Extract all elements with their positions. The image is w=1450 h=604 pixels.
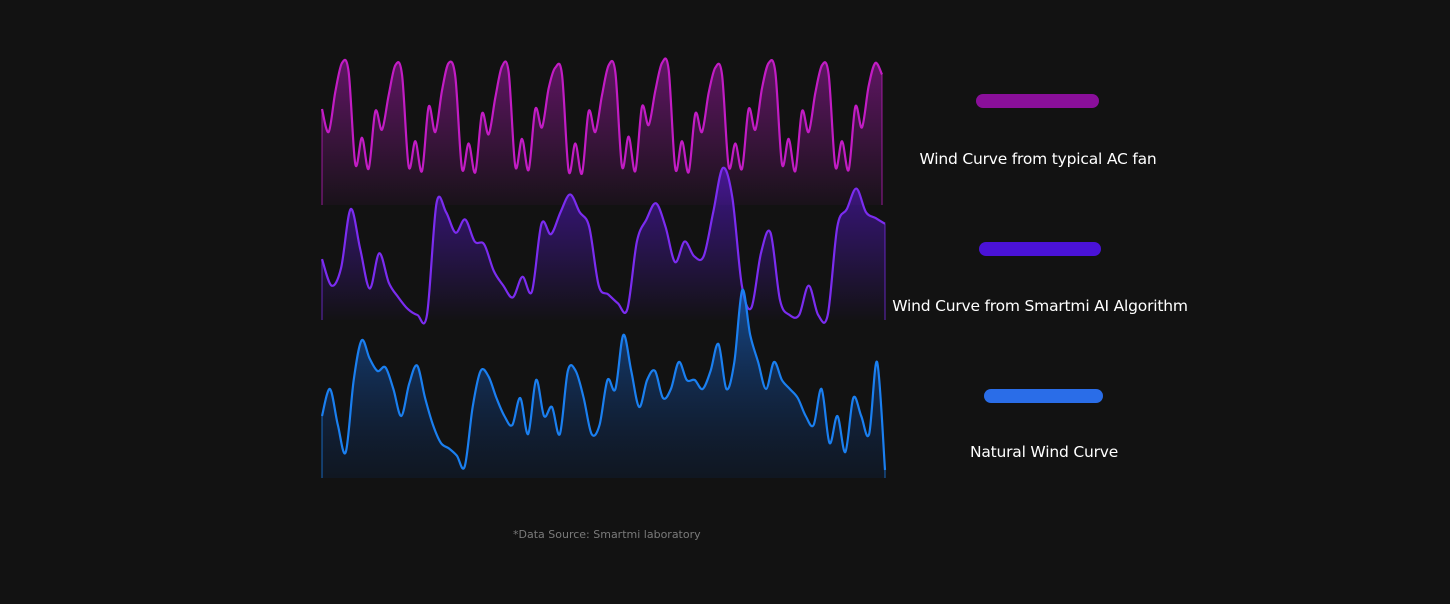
series-line-smartmi-ai [320,166,886,325]
legend-label-smartmi-ai: Wind Curve from Smartmi AI Algorithm [892,297,1188,315]
series-line-natural-wind [320,288,887,471]
legend-swatch-smartmi-ai [979,242,1101,256]
series-area-natural-wind [322,289,885,478]
data-source-footnote: *Data Source: Smartmi laboratory [513,528,701,541]
legend-swatch-natural-wind [984,389,1103,403]
series-area-smartmi-ai [322,167,885,324]
legend-label-ac-fan: Wind Curve from typical AC fan [919,150,1157,168]
series-line-ac-fan [320,57,883,175]
legend-swatch-ac-fan [976,94,1099,108]
series-area-ac-fan [322,58,882,205]
legend-label-natural-wind: Natural Wind Curve [969,443,1119,461]
